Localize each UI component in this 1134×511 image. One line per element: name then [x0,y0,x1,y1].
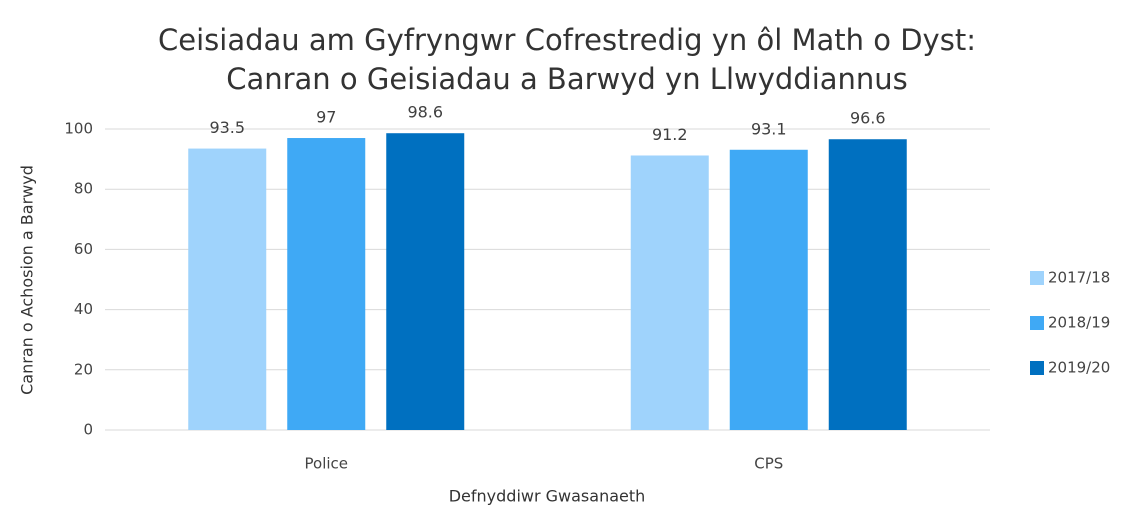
y-tick-label: 40 [74,300,93,318]
bar [188,148,267,430]
y-tick-label: 80 [74,180,93,198]
y-tick-label: 100 [64,120,93,138]
y-tick-label: 0 [83,421,93,439]
legend-swatch [1030,361,1044,375]
chart-title: Canran o Geisiadau a Barwyd yn Llwyddian… [226,62,908,96]
legend-swatch [1030,271,1044,285]
x-tick-label: Police [305,455,349,473]
y-tick-label: 60 [74,240,93,258]
bar [729,149,808,431]
bar [287,138,366,430]
y-tick-label: 20 [74,360,93,378]
bar [630,155,709,430]
legend-label: 2018/19 [1048,314,1110,332]
legend-label: 2017/18 [1048,269,1110,287]
x-tick-label: CPS [754,455,783,473]
data-label: 91.2 [652,125,688,144]
data-label: 93.5 [209,118,245,137]
legend-label: 2019/20 [1048,359,1110,377]
y-axis-label: Canran o Achosion a Barwyd [18,165,37,395]
bar [828,139,907,430]
data-label: 98.6 [407,103,443,122]
chart-title: Ceisiadau am Gyfryngwr Cofrestredig yn ô… [158,23,976,57]
data-label: 93.1 [751,119,787,138]
data-label: 96.6 [850,109,886,128]
bar [386,133,465,431]
legend-swatch [1030,316,1044,330]
data-label: 97 [316,108,336,127]
x-axis-label: Defnyddiwr Gwasanaeth [449,487,646,506]
